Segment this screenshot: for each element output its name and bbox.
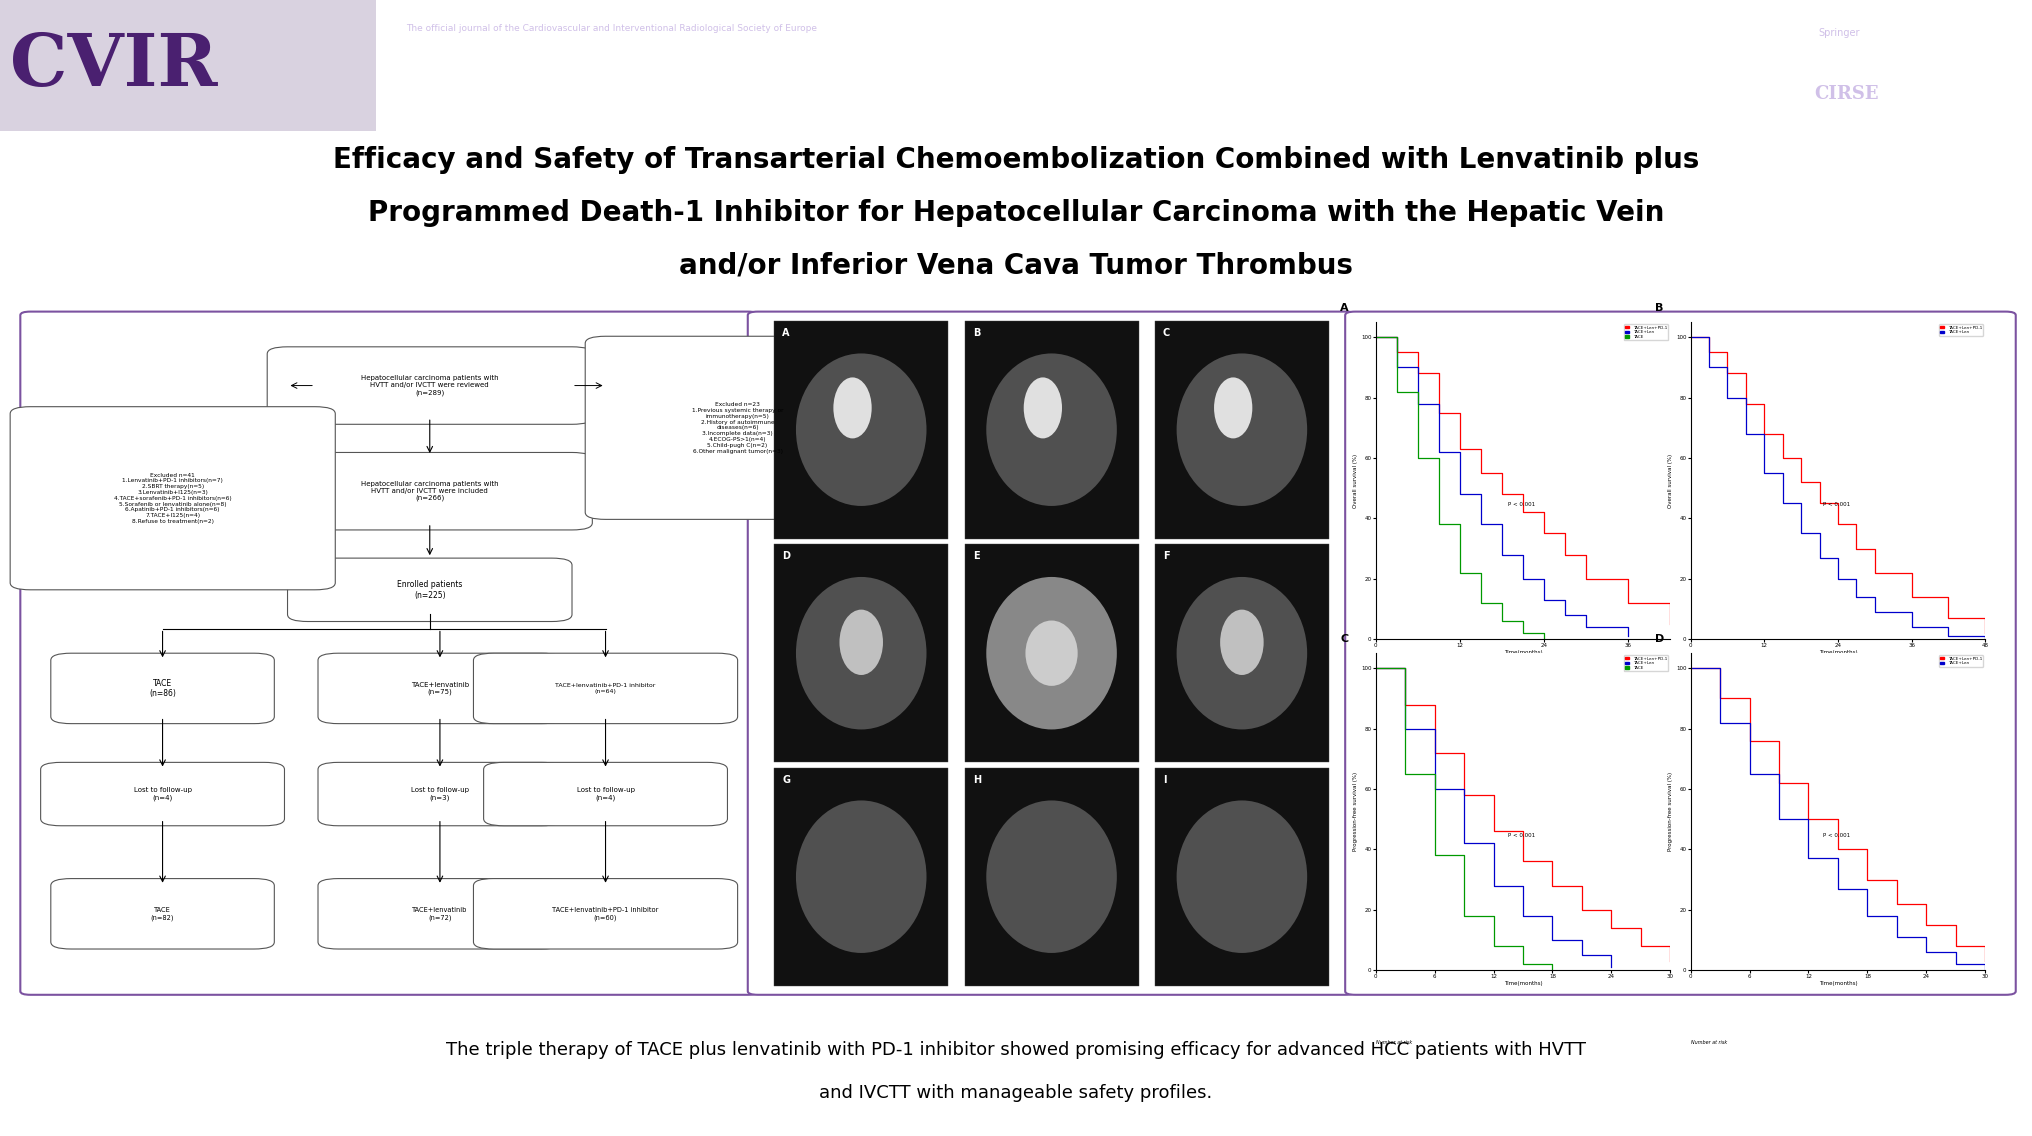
Text: B: B: [973, 328, 979, 337]
Ellipse shape: [1026, 620, 1077, 686]
Ellipse shape: [986, 353, 1118, 506]
FancyBboxPatch shape: [774, 768, 949, 986]
FancyBboxPatch shape: [51, 878, 274, 949]
Text: TACE+lenvatinib+PD-1 inhibitor
(n=64): TACE+lenvatinib+PD-1 inhibitor (n=64): [555, 683, 656, 694]
Text: P < 0.001: P < 0.001: [1508, 502, 1536, 507]
FancyBboxPatch shape: [748, 311, 1355, 995]
Text: Springer: Springer: [1819, 27, 1859, 37]
Text: E: E: [973, 551, 979, 561]
Text: A: A: [782, 328, 790, 337]
Ellipse shape: [1177, 801, 1307, 953]
Ellipse shape: [986, 801, 1118, 953]
Text: P < 0.001: P < 0.001: [1508, 833, 1536, 838]
FancyBboxPatch shape: [10, 407, 335, 590]
Text: The triple therapy of TACE plus lenvatinib with PD-1 inhibitor showed promising : The triple therapy of TACE plus lenvatin…: [445, 1041, 1587, 1059]
Text: A: A: [1341, 302, 1349, 312]
Text: Enrolled patients
(n=225): Enrolled patients (n=225): [396, 580, 463, 600]
Text: P < 0.001: P < 0.001: [1823, 833, 1851, 838]
FancyBboxPatch shape: [41, 762, 284, 826]
Ellipse shape: [1024, 377, 1063, 438]
X-axis label: Time(months): Time(months): [1504, 980, 1542, 986]
FancyBboxPatch shape: [317, 653, 561, 724]
FancyBboxPatch shape: [51, 653, 274, 724]
Text: D: D: [1656, 634, 1664, 644]
Ellipse shape: [839, 610, 884, 675]
FancyBboxPatch shape: [1154, 768, 1329, 986]
FancyBboxPatch shape: [965, 544, 1138, 762]
Text: CIRSE: CIRSE: [1815, 85, 1880, 103]
Ellipse shape: [986, 577, 1118, 729]
Ellipse shape: [833, 377, 872, 438]
FancyBboxPatch shape: [585, 336, 890, 519]
Text: I: I: [1162, 775, 1166, 785]
Text: C: C: [1341, 634, 1349, 644]
Legend: TACE+Len+PD-1, TACE+Len, TACE: TACE+Len+PD-1, TACE+Len, TACE: [1624, 324, 1668, 341]
Text: TACE
(n=82): TACE (n=82): [150, 907, 175, 920]
Y-axis label: Progression-free survival (%): Progression-free survival (%): [1668, 772, 1672, 851]
Ellipse shape: [797, 801, 927, 953]
FancyBboxPatch shape: [289, 558, 573, 621]
Text: D: D: [782, 551, 790, 561]
FancyBboxPatch shape: [317, 878, 561, 949]
FancyBboxPatch shape: [774, 544, 949, 762]
X-axis label: Time(months): Time(months): [1819, 980, 1857, 986]
Text: Number at risk: Number at risk: [1691, 709, 1727, 713]
X-axis label: Time(months): Time(months): [1504, 650, 1542, 654]
Text: Excluded n=23
1.Previous systemic therapy or
immunotherapy(n=5)
2.History of aut: Excluded n=23 1.Previous systemic therap…: [691, 402, 784, 453]
Text: CVIR: CVIR: [10, 30, 217, 101]
Y-axis label: Overall survival (%): Overall survival (%): [1353, 453, 1357, 508]
FancyBboxPatch shape: [0, 0, 376, 131]
Text: Lost to follow-up
(n=4): Lost to follow-up (n=4): [134, 787, 191, 801]
FancyBboxPatch shape: [20, 311, 758, 995]
Text: Excluded n=41
1.Lenvatinib+PD-1 inhibitors(n=7)
2.SBRT therapy(n=5)
3.Lenvatinib: Excluded n=41 1.Lenvatinib+PD-1 inhibito…: [114, 473, 232, 524]
Legend: TACE+Len+PD-1, TACE+Len: TACE+Len+PD-1, TACE+Len: [1939, 324, 1983, 335]
Text: Number at risk: Number at risk: [1691, 1039, 1727, 1045]
Text: CardioVascular and Interventional Radiology: CardioVascular and Interventional Radiol…: [406, 80, 841, 99]
Text: F: F: [1162, 551, 1170, 561]
Ellipse shape: [1177, 353, 1307, 506]
Text: Efficacy and Safety of Transarterial Chemoembolization Combined with Lenvatinib : Efficacy and Safety of Transarterial Che…: [333, 147, 1699, 174]
FancyBboxPatch shape: [1154, 544, 1329, 762]
FancyBboxPatch shape: [473, 653, 738, 724]
Ellipse shape: [797, 577, 927, 729]
Text: TACE+lenvatinib
(n=72): TACE+lenvatinib (n=72): [412, 907, 467, 920]
FancyBboxPatch shape: [266, 346, 593, 425]
Text: B: B: [1656, 302, 1664, 312]
Y-axis label: Progression-free survival (%): Progression-free survival (%): [1353, 772, 1357, 851]
Ellipse shape: [797, 353, 927, 506]
Text: Number at risk: Number at risk: [1376, 1039, 1412, 1045]
Legend: TACE+Len+PD-1, TACE+Len: TACE+Len+PD-1, TACE+Len: [1939, 655, 1983, 667]
FancyBboxPatch shape: [1154, 320, 1329, 538]
Text: Lost to follow-up
(n=4): Lost to follow-up (n=4): [577, 787, 634, 801]
Ellipse shape: [1219, 610, 1264, 675]
FancyBboxPatch shape: [965, 768, 1138, 986]
Text: G: G: [782, 775, 790, 785]
FancyBboxPatch shape: [266, 452, 593, 529]
Text: Lost to follow-up
(n=3): Lost to follow-up (n=3): [410, 787, 469, 801]
FancyBboxPatch shape: [1345, 311, 2016, 995]
Text: The official journal of the Cardiovascular and Interventional Radiological Socie: The official journal of the Cardiovascul…: [406, 24, 817, 33]
Text: Hepatocellular carcinoma patients with
HVTT and/or IVCTT were included
(n=266): Hepatocellular carcinoma patients with H…: [362, 481, 498, 501]
Y-axis label: Overall survival (%): Overall survival (%): [1668, 453, 1672, 508]
Text: TACE+lenvatinib
(n=75): TACE+lenvatinib (n=75): [410, 682, 469, 695]
Text: and/or Inferior Vena Cava Tumor Thrombus: and/or Inferior Vena Cava Tumor Thrombus: [679, 252, 1353, 279]
FancyBboxPatch shape: [0, 1009, 2032, 1127]
FancyBboxPatch shape: [484, 762, 727, 826]
FancyBboxPatch shape: [317, 762, 561, 826]
FancyBboxPatch shape: [965, 320, 1138, 538]
Ellipse shape: [1177, 577, 1307, 729]
Text: P < 0.001: P < 0.001: [1823, 502, 1851, 507]
Ellipse shape: [1213, 377, 1252, 438]
Text: and IVCTT with manageable safety profiles.: and IVCTT with manageable safety profile…: [819, 1084, 1213, 1102]
Text: Hepatocellular carcinoma patients with
HVTT and/or IVCTT were reviewed
(n=289): Hepatocellular carcinoma patients with H…: [362, 375, 498, 395]
Text: Number at risk: Number at risk: [1376, 709, 1412, 713]
Text: TACE+lenvatinib+PD-1 inhibitor
(n=60): TACE+lenvatinib+PD-1 inhibitor (n=60): [553, 907, 658, 920]
X-axis label: Time(months): Time(months): [1819, 650, 1857, 654]
FancyBboxPatch shape: [774, 320, 949, 538]
Legend: TACE+Len+PD-1, TACE+Len, TACE: TACE+Len+PD-1, TACE+Len, TACE: [1624, 655, 1668, 671]
Text: C: C: [1162, 328, 1170, 337]
Text: H: H: [973, 775, 981, 785]
Text: TACE
(n=86): TACE (n=86): [148, 678, 177, 699]
FancyBboxPatch shape: [473, 878, 738, 949]
Text: Programmed Death-1 Inhibitor for Hepatocellular Carcinoma with the Hepatic Vein: Programmed Death-1 Inhibitor for Hepatoc…: [368, 199, 1664, 227]
